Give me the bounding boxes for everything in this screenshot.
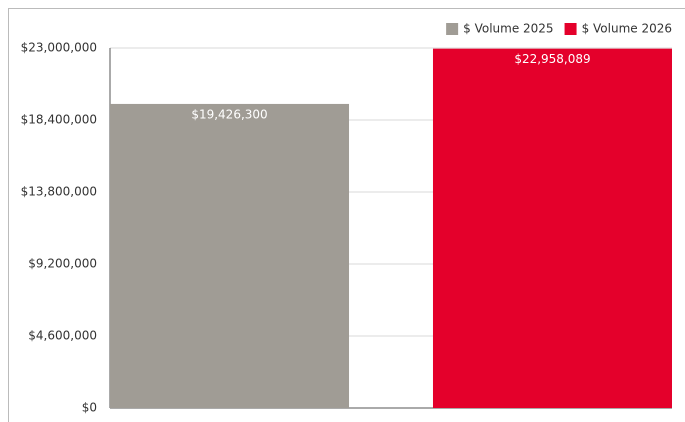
- y-tick-label: $0: [82, 401, 97, 415]
- legend-swatch: [446, 23, 459, 35]
- y-tick-label: $9,200,000: [28, 257, 97, 271]
- legend-swatch: [564, 23, 577, 35]
- y-tick-label: $4,600,000: [28, 329, 97, 343]
- y-tick-label: $13,800,000: [21, 185, 97, 199]
- value-label: $19,426,300: [191, 107, 267, 121]
- value-label: $22,958,089: [514, 52, 590, 66]
- legend-label: $ Volume 2025: [463, 22, 553, 36]
- legend-label: $ Volume 2026: [582, 22, 672, 36]
- bar: [110, 103, 350, 409]
- frame: [8, 8, 685, 422]
- y-tick-label: $18,400,000: [21, 113, 97, 127]
- bar: [432, 48, 672, 408]
- y-tick-label: $23,000,000: [21, 41, 97, 55]
